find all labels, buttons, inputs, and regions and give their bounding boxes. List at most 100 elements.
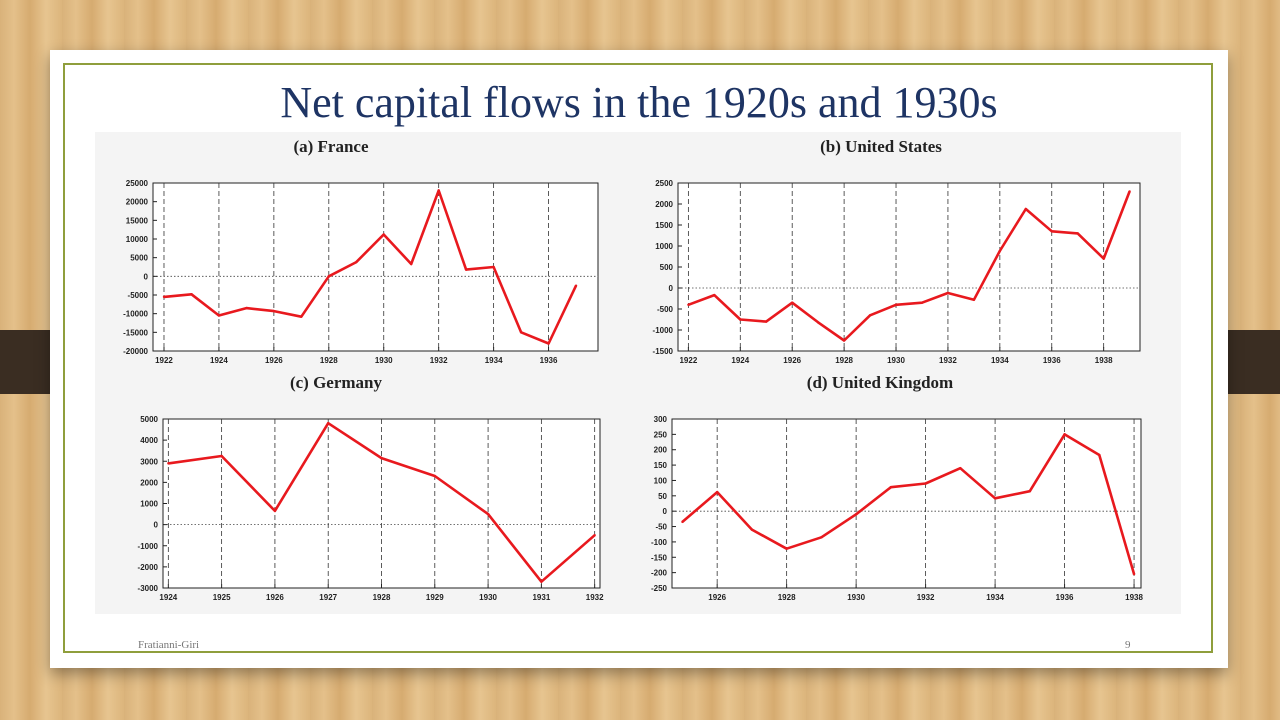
- chart-united-kingdom-data-point: [785, 547, 788, 550]
- chart-france-x-tick-label: 1922: [155, 356, 173, 365]
- chart-united-states-y-tick-label: 1500: [655, 221, 673, 230]
- chart-united-kingdom-data-point: [854, 513, 858, 516]
- chart-france-y-tick-label: 5000: [130, 254, 148, 263]
- chart-united-kingdom-y-tick-label: 200: [654, 446, 668, 455]
- chart-united-kingdom-x-tick-label: 1936: [1056, 593, 1074, 602]
- chart-united-kingdom-y-tick-label: -200: [651, 569, 668, 578]
- chart-united-states-y-tick-label: 1000: [655, 242, 673, 251]
- chart-united-states-data-point: [687, 303, 690, 306]
- chart-united-states-x-tick-label: 1926: [783, 356, 801, 365]
- chart-germany-x-tick-label: 1932: [586, 593, 604, 602]
- page-number: 9: [1125, 639, 1131, 651]
- chart-united-kingdom-data-point: [715, 490, 719, 494]
- chart-france-y-tick-label: -10000: [123, 310, 148, 319]
- chart-united-states-data-point: [842, 339, 846, 342]
- chart-united-kingdom-data-point: [959, 466, 962, 470]
- chart-germany-y-tick-label: -1000: [138, 542, 159, 551]
- chart-united-states-data-point: [1024, 207, 1027, 211]
- chart-germany-data-point: [486, 512, 490, 516]
- chart-united-states-x-tick-label: 1934: [991, 356, 1009, 365]
- chart-united-states-data-point: [972, 298, 976, 301]
- chart-united-states-series-line: [687, 190, 1131, 342]
- chart-united-states-data-point: [791, 301, 794, 304]
- chart-united-kingdom-y-tick-label: 50: [658, 492, 667, 501]
- chart-united-states-y-tick-label: 2500: [655, 179, 673, 188]
- chart-germany-y-tick-label: 4000: [140, 436, 158, 445]
- chart-france-y-tick-label: -15000: [123, 328, 148, 337]
- chart-germany-data-point: [167, 462, 170, 465]
- chart-france-data-point: [355, 260, 358, 264]
- chart-germany-data-point: [273, 509, 277, 513]
- chart-united-kingdom-y-tick-label: 300: [654, 415, 668, 424]
- chart-germany-data-point: [593, 533, 596, 537]
- chart-united-states-data-point: [739, 318, 742, 321]
- chart-united-states-data-point: [894, 303, 898, 306]
- chart-united-kingdom-data-point: [993, 497, 997, 500]
- chart-united-states-x-tick-label: 1936: [1043, 356, 1061, 365]
- chart-germany-y-tick-label: 5000: [140, 415, 158, 424]
- chart-united-states-x-tick-label: 1932: [939, 356, 957, 365]
- chart-germany-y-tick-label: -2000: [138, 563, 159, 572]
- chart-united-kingdom-x-tick-label: 1930: [847, 593, 865, 602]
- chart-united-states-x-tick-label: 1922: [679, 356, 697, 365]
- chart-united-kingdom-data-point: [750, 528, 754, 531]
- chart-france-data-point: [272, 309, 276, 313]
- charts-svg: (a) France 1922 1924 1926 1928 1930 1932 1934 19…: [123, 137, 1143, 602]
- chart-united-states-y-tick-label: 500: [660, 263, 674, 272]
- chart-france-data-point: [519, 331, 523, 334]
- chart-france-data-point: [464, 268, 468, 271]
- chart-germany-data-point: [433, 474, 436, 478]
- chart-united-kingdom-y-tick-label: -100: [651, 538, 668, 547]
- chart-france-data-point: [217, 314, 221, 317]
- chart-germany-y-tick-label: -3000: [138, 584, 159, 593]
- chart-germany-y-tick-label: 2000: [140, 478, 158, 487]
- chart-france-x-tick-label: 1928: [320, 356, 338, 365]
- chart-france-x-tick-label: 1926: [265, 356, 283, 365]
- chart-france-data-point: [300, 315, 303, 318]
- chart-germany-x-tick-label: 1924: [159, 593, 177, 602]
- chart-germany-y-tick-label: 0: [154, 521, 159, 530]
- footer-author: Fratianni-Giri: [138, 639, 200, 651]
- chart-france-x-tick-label: 1930: [375, 356, 393, 365]
- chart-united-states-x-tick-label: 1930: [887, 356, 905, 365]
- chart-france-data-point: [492, 265, 495, 269]
- chart-united-states-data-point: [1128, 190, 1131, 193]
- chart-united-kingdom-data-point: [1098, 453, 1101, 457]
- chart-france-y-tick-label: 20000: [126, 198, 149, 207]
- chart-united-kingdom-data-point: [1132, 572, 1136, 576]
- chart-united-states-data-point: [998, 249, 1002, 253]
- chart-united-kingdom-y-tick-label: 150: [654, 461, 668, 470]
- chart-united-states-y-tick-label: 2000: [655, 200, 673, 209]
- chart-germany-x-tick-label: 1928: [373, 593, 391, 602]
- chart-united-kingdom-x-tick-label: 1934: [986, 593, 1004, 602]
- chart-united-states-data-point: [868, 314, 872, 317]
- chart-france-y-tick-label: -5000: [128, 291, 149, 300]
- chart-united-states-data-point: [713, 293, 716, 297]
- chart-united-states-data-point: [1050, 230, 1053, 233]
- chart-united-states-x-tick-label: 1938: [1095, 356, 1113, 365]
- chart-germany-data-point: [327, 422, 330, 425]
- chart-germany-x-tick-label: 1931: [532, 593, 550, 602]
- chart-united-states-data-point: [920, 301, 924, 304]
- chart-germany-x-tick-label: 1930: [479, 593, 497, 602]
- chart-figure: (a) France 1922 1924 1926 1928 1930 1932 1934 19…: [95, 132, 1181, 614]
- chart-france-data-point: [327, 275, 331, 278]
- chart-united-kingdom-y-tick-label: -250: [651, 584, 668, 593]
- chart-france-x-tick-label: 1934: [485, 356, 503, 365]
- chart-france-x-tick-label: 1932: [430, 356, 448, 365]
- chart-france-data-point: [547, 342, 550, 345]
- chart-france-y-tick-label: -20000: [123, 347, 148, 356]
- chart-united-kingdom-x-tick-label: 1926: [708, 593, 726, 602]
- chart-france-data-point: [382, 233, 385, 236]
- chart-germany-x-tick-label: 1927: [319, 593, 337, 602]
- chart-france-y-tick-label: 10000: [126, 235, 149, 244]
- chart-united-kingdom-plot-area: [671, 418, 1142, 589]
- chart-france-data-point: [437, 189, 440, 192]
- slide-frame: [63, 63, 1213, 653]
- chart-united-states-data-point: [946, 291, 950, 295]
- chart-united-kingdom-title: (d) United Kingdom: [807, 373, 953, 392]
- chart-france-y-tick-label: 0: [144, 272, 149, 281]
- chart-france-title: (a) France: [293, 137, 369, 156]
- chart-united-kingdom-data-point: [820, 536, 823, 539]
- chart-united-states-title: (b) United States: [820, 137, 942, 156]
